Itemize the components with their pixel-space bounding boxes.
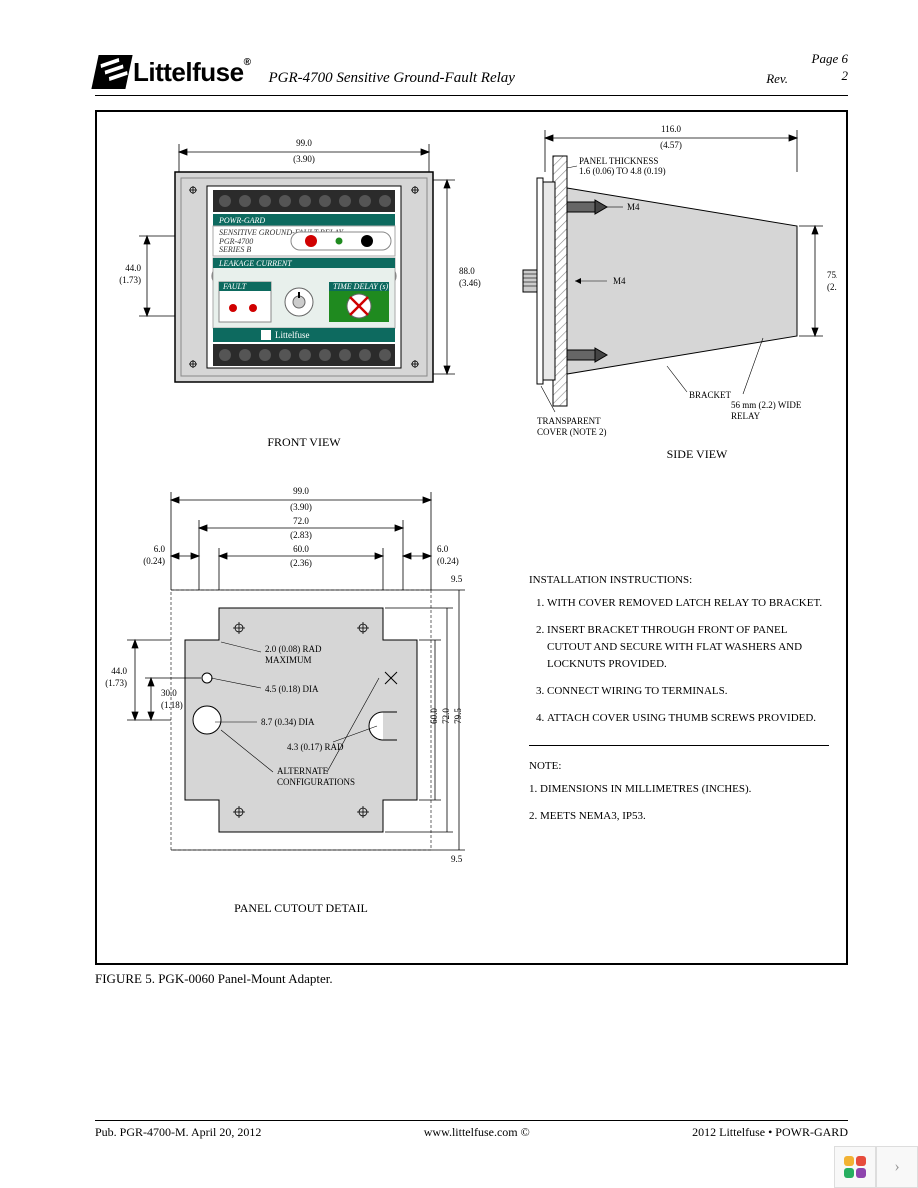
co-oh-mm: 44.0 bbox=[111, 666, 127, 676]
note-1: DIMENSIONS IN MILLIMETRES (INCHES). bbox=[540, 783, 751, 795]
page-label: Page 6 bbox=[812, 51, 848, 68]
co-cw-mm: 60.0 bbox=[293, 544, 309, 554]
co-dia1: 4.5 (0.18) DIA bbox=[265, 684, 319, 694]
fault-label: FAULT bbox=[222, 282, 247, 291]
relay-w-b: RELAY bbox=[731, 411, 761, 421]
co-hs-mm: 30.0 bbox=[161, 688, 177, 698]
co-iw-in: (2.83) bbox=[290, 530, 312, 540]
reg-mark: ® bbox=[244, 57, 251, 68]
relay-w-a: 56 mm (2.2) WIDE bbox=[731, 400, 802, 410]
page-number-block: Page 6 2 bbox=[812, 51, 848, 85]
instr-item: INSERT BRACKET THROUGH FRONT OF PANEL CU… bbox=[547, 622, 829, 673]
faceplate-brand: POWR-GARD bbox=[218, 216, 265, 225]
co-oh-in: (1.73) bbox=[105, 678, 127, 688]
side-view-label: SIDE VIEW bbox=[667, 447, 728, 461]
co-alt-b: CONFIGURATIONS bbox=[277, 777, 355, 787]
side-w-in: (4.57) bbox=[660, 140, 682, 150]
co-hs-in: (1.18) bbox=[161, 700, 183, 710]
widget-logo-icon[interactable] bbox=[834, 1146, 876, 1188]
co-ewl-mm: 6.0 bbox=[154, 544, 166, 554]
page-header: Littelfuse® PGR-4700 Sensitive Ground-Fa… bbox=[95, 55, 848, 96]
co-ow-in: (3.90) bbox=[290, 502, 312, 512]
cover-b: COVER (NOTE 2) bbox=[537, 427, 607, 437]
instr-item: WITH COVER REMOVED LATCH RELAY TO BRACKE… bbox=[547, 595, 829, 612]
bracket-label: BRACKET bbox=[689, 390, 732, 400]
brand-name: Littelfuse® bbox=[133, 57, 250, 88]
page-sub: 2 bbox=[812, 68, 848, 85]
instr-item: ATTACH COVER USING THUMB SCREWS PROVIDED… bbox=[547, 710, 829, 727]
leak-label: LEAKAGE CURRENT bbox=[218, 259, 292, 268]
revision-label: Rev. bbox=[766, 71, 788, 89]
side-h-mm: 75.0 bbox=[827, 270, 837, 280]
footer-center: www.littelfuse.com © bbox=[424, 1125, 530, 1140]
brand-text: Littelfuse bbox=[133, 57, 244, 87]
front-width-mm: 99.0 bbox=[296, 138, 312, 148]
led-black-icon bbox=[361, 235, 373, 247]
installation-notes: INSTALLATION INSTRUCTIONS: WITH COVER RE… bbox=[529, 572, 829, 825]
co-ewl-in: (0.24) bbox=[143, 556, 165, 566]
side-h-in: (2.95) bbox=[827, 282, 837, 292]
panel-cutout-diagram: 99.0 (3.90) 72.0 (2.83) 60.0 (2.36) 6.0 … bbox=[101, 482, 481, 952]
front-h-in: (1.73) bbox=[119, 275, 141, 285]
front-view-label: FRONT VIEW bbox=[267, 435, 341, 449]
page-footer: Pub. PGR-4700-M. April 20, 2012 www.litt… bbox=[95, 1120, 848, 1140]
footer-right: 2012 Littelfuse • POWR-GARD bbox=[692, 1125, 848, 1140]
co-ow-mm: 99.0 bbox=[293, 486, 309, 496]
co-rad2: 4.3 (0.17) RAD bbox=[287, 742, 344, 752]
note-heading: NOTE: bbox=[529, 758, 829, 775]
figure-caption: FIGURE 5. PGK-0060 Panel-Mount Adapter. bbox=[95, 971, 848, 987]
footer-left: Pub. PGR-4700-M. April 20, 2012 bbox=[95, 1125, 261, 1140]
co-radmax-b: MAXIMUM bbox=[265, 655, 312, 665]
front-h-mm: 44.0 bbox=[125, 263, 141, 273]
instr-heading: INSTALLATION INSTRUCTIONS: bbox=[529, 572, 829, 589]
led-green-icon bbox=[336, 238, 343, 245]
logo-mark-icon bbox=[91, 55, 132, 89]
co-r3-mm: 79.5 bbox=[453, 708, 463, 724]
co-cw-in: (2.36) bbox=[290, 558, 312, 568]
led-red-icon bbox=[305, 235, 317, 247]
co-gap-t: 9.5 bbox=[451, 574, 463, 584]
cover-a: TRANSPARENT bbox=[537, 416, 601, 426]
document-title: PGR-4700 Sensitive Ground-Fault Relay bbox=[268, 70, 766, 89]
m4-top: M4 bbox=[627, 202, 640, 212]
panel-thick-val: 1.6 (0.06) TO 4.8 (0.19) bbox=[579, 166, 666, 176]
co-alt-a: ALTERNATE bbox=[277, 766, 329, 776]
timedelay-label: TIME DELAY (s) bbox=[333, 282, 388, 291]
brand-logo: Littelfuse® bbox=[95, 55, 250, 89]
instr-item: CONNECT WIRING TO TERMINALS. bbox=[547, 683, 829, 700]
co-iw-mm: 72.0 bbox=[293, 516, 309, 526]
co-r1-mm: 60.0 bbox=[429, 708, 439, 724]
cutout-label: PANEL CUTOUT DETAIL bbox=[234, 901, 368, 915]
note-2: MEETS NEMA3, IP53. bbox=[540, 810, 646, 822]
co-gap-b: 9.5 bbox=[451, 854, 463, 864]
footer-brand: Littelfuse bbox=[275, 330, 310, 340]
figure-frame: 99.0 (3.90) 44.0 (1.73) 88.0 (3.46) bbox=[95, 110, 848, 965]
front-view-diagram: 99.0 (3.90) 44.0 (1.73) 88.0 (3.46) bbox=[101, 116, 481, 476]
side-w-mm: 116.0 bbox=[661, 124, 681, 134]
co-ewr-in: (0.24) bbox=[437, 556, 459, 566]
panel-thick-label: PANEL THICKNESS bbox=[579, 156, 658, 166]
m4-mid: M4 bbox=[613, 276, 626, 286]
corner-widget: › bbox=[834, 1146, 918, 1188]
widget-next-button[interactable]: › bbox=[876, 1146, 918, 1188]
side-view-diagram: 116.0 (4.57) PANEL THICKNESS 1.6 (0.06) … bbox=[467, 116, 837, 476]
co-dia2: 8.7 (0.34) DIA bbox=[261, 717, 315, 727]
co-r2-mm: 72.0 bbox=[441, 708, 451, 724]
front-width-in: (3.90) bbox=[293, 154, 315, 164]
co-radmax-a: 2.0 (0.08) RAD bbox=[265, 644, 322, 654]
model-b: SERIES B bbox=[219, 245, 251, 254]
co-ewr-mm: 6.0 bbox=[437, 544, 449, 554]
